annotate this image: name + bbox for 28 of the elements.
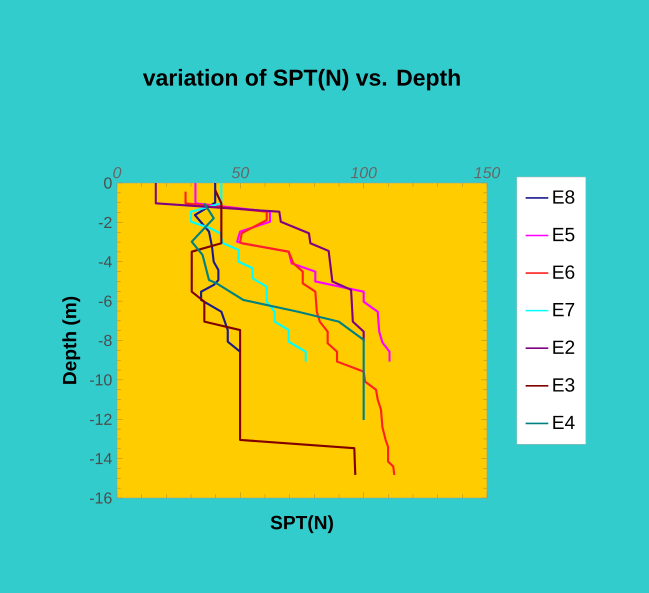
line-series — [194, 183, 242, 353]
chart-title: variation of SPT(N) vs. Depth — [142, 68, 460, 90]
y-tick-label: -4 — [98, 256, 112, 268]
x-tick-label: 150 — [474, 167, 500, 178]
legend-label: E7 — [553, 303, 574, 316]
legend-label: E4 — [553, 416, 575, 429]
x-tick-label: 100 — [350, 167, 377, 178]
y-tick-label: -10 — [90, 374, 112, 386]
y-tick-label: -8 — [98, 334, 112, 346]
x-tick-label: 0 — [113, 167, 122, 178]
y-tick-label: -6 — [98, 295, 112, 307]
legend-label: E8 — [553, 190, 574, 204]
legend-label: E2 — [553, 340, 574, 354]
x-axis-title: SPT(N) — [270, 515, 333, 534]
x-tick-label: 50 — [232, 167, 250, 178]
legend-label: E3 — [553, 378, 574, 392]
y-tick-label: -2 — [98, 216, 112, 228]
legend-label: E5 — [553, 228, 574, 242]
line-series — [190, 183, 307, 363]
y-axis-title: Depth (m) — [62, 296, 80, 384]
line-series — [190, 202, 365, 422]
y-tick-label: 0 — [104, 177, 112, 189]
y-tick-label: -16 — [90, 492, 112, 504]
y-tick-label: -14 — [90, 453, 112, 464]
y-tick-label: -12 — [90, 414, 112, 425]
line-series — [184, 190, 396, 476]
line-series — [190, 189, 356, 476]
legend-label: E6 — [553, 265, 574, 279]
